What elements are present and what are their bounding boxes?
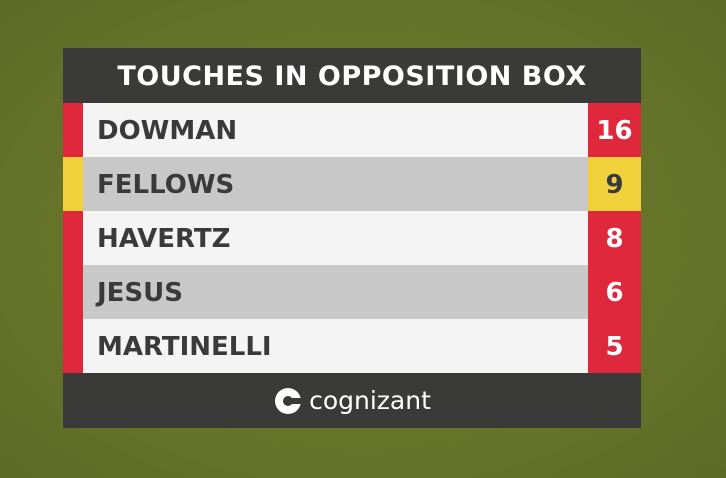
touch-count: 5 [588,319,641,373]
player-name: HAVERTZ [83,211,588,265]
row-accent [63,319,83,373]
row-accent [63,157,83,211]
touch-count: 16 [588,103,641,157]
table-row: DOWMAN 16 [63,103,641,157]
sponsor-logo [275,387,303,414]
touch-count: 9 [588,157,641,211]
row-accent [63,103,83,157]
player-name: MARTINELLI [83,319,588,373]
player-name: DOWMAN [83,103,588,157]
sponsor-name: cognizant [309,386,431,415]
row-accent [63,211,83,265]
touch-count: 6 [588,265,641,319]
touch-count: 8 [588,211,641,265]
panel-title: TOUCHES IN OPPOSITION BOX [117,61,587,92]
stats-panel: TOUCHES IN OPPOSITION BOX DOWMAN 16 FELLOW… [63,48,641,428]
player-name: JESUS [83,265,588,319]
row-accent [63,265,83,319]
player-name: FELLOWS [83,157,588,211]
table: DOWMAN 16 FELLOWS 9 HAVERTZ 8 JESUS 6 MARTINELLI… [63,103,641,373]
sponsor-footer: cognizant [63,373,641,428]
table-row: JESUS 6 [63,265,641,319]
table-row: MARTINELLI 5 [63,319,641,373]
table-row: HAVERTZ 8 [63,211,641,265]
table-row: FELLOWS 9 [63,157,641,211]
